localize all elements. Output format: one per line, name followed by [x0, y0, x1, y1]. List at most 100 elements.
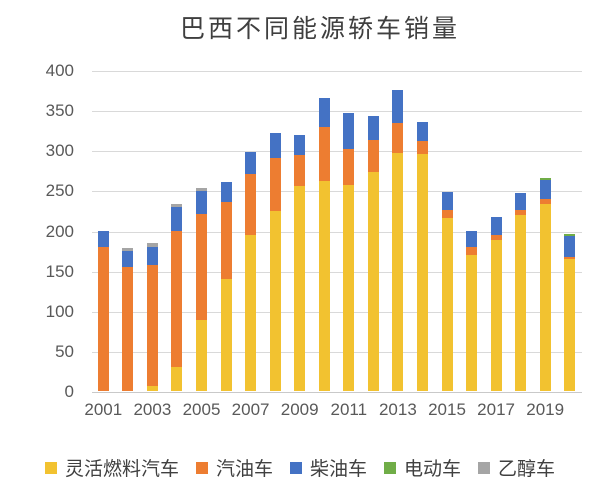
bar-segment-2017-灵活燃料汽车 [490, 240, 502, 391]
x-tick-label-2009: 2009 [280, 400, 319, 419]
bar-segment-2014-汽油车 [416, 140, 428, 155]
bar-segment-2006-柴油车 [220, 181, 232, 203]
bar-2005 [196, 188, 207, 391]
bar-segment-2020-汽油车 [564, 256, 576, 260]
gridline-400 [92, 71, 582, 72]
bar-segment-2015-柴油车 [441, 192, 453, 210]
bar-segment-2010-汽油车 [318, 126, 330, 181]
bar-segment-2019-柴油车 [539, 179, 551, 200]
bar-2004 [171, 204, 183, 391]
bar-segment-2013-汽油车 [392, 122, 404, 154]
bar-segment-2018-汽油车 [515, 209, 527, 216]
bar-segment-2007-柴油车 [245, 151, 257, 174]
bar-segment-2008-汽油车 [269, 158, 281, 212]
bar-segment-2011-灵活燃料汽车 [343, 184, 355, 391]
bar-segment-2016-汽油车 [466, 246, 478, 255]
legend-item-汽油车: 汽油车 [195, 454, 273, 481]
bar-segment-2011-汽油车 [343, 148, 355, 185]
bar-segment-2019-汽油车 [539, 199, 551, 205]
bar-2013 [392, 90, 404, 391]
x-tick-label-2013: 2013 [378, 400, 417, 419]
gridline-150 [92, 271, 582, 273]
bar-2016 [466, 231, 478, 391]
bar-segment-2004-灵活燃料汽车 [171, 366, 183, 391]
y-tick-label-0: 0 [64, 382, 74, 401]
legend-swatch-icon [289, 461, 302, 474]
legend-label: 柴油车 [309, 459, 367, 480]
bar-segment-2002-汽油车 [122, 266, 134, 391]
bar-segment-2002-乙醇车 [122, 248, 134, 252]
bar-segment-2010-柴油车 [318, 98, 330, 127]
gridline-100 [92, 311, 582, 313]
bar-segment-2015-灵活燃料汽车 [441, 217, 453, 391]
bar-2010 [318, 98, 330, 391]
bar-segment-2005-汽油车 [196, 213, 207, 321]
legend-item-灵活燃料汽车: 灵活燃料汽车 [44, 454, 179, 481]
bar-segment-2009-柴油车 [294, 135, 306, 156]
legend-swatch-icon [384, 461, 396, 474]
bar-segment-2011-柴油车 [343, 113, 355, 149]
bar-2017 [490, 216, 502, 391]
bar-segment-2008-灵活燃料汽车 [269, 211, 281, 391]
legend: 灵活燃料汽车 汽油车 柴油车 电动车 乙醇车 [0, 454, 600, 481]
bar-2009 [294, 135, 306, 391]
bar-segment-2014-柴油车 [416, 122, 428, 141]
bar-segment-2004-乙醇车 [171, 204, 183, 208]
gridline-0 [92, 392, 582, 393]
x-tick-label-2011: 2011 [330, 400, 368, 419]
chart-title: 巴西不同能源轿车销量 [179, 15, 460, 43]
bar-2002 [122, 248, 134, 391]
gridline-350 [92, 111, 582, 113]
bar-segment-2005-灵活燃料汽车 [196, 320, 207, 391]
bar-segment-2020-电动车 [564, 233, 576, 237]
bar-segment-2009-灵活燃料汽车 [294, 186, 306, 391]
legend-label: 电动车 [404, 459, 462, 480]
plot-area [92, 71, 582, 393]
bar-2018 [515, 192, 527, 391]
bar-2012 [367, 115, 379, 391]
bar-segment-2018-灵活燃料汽车 [515, 215, 527, 391]
x-tick-label-2001: 2001 [84, 400, 123, 419]
legend-item-电动车: 电动车 [384, 454, 461, 481]
bar-segment-2019-灵活燃料汽车 [539, 204, 551, 391]
bar-segment-2002-柴油车 [122, 251, 134, 267]
bar-segment-2007-灵活燃料汽车 [245, 235, 257, 391]
bar-segment-2012-汽油车 [367, 139, 379, 172]
bar-segment-2005-乙醇车 [196, 188, 207, 192]
bar-2007 [245, 151, 257, 391]
bar-segment-2005-柴油车 [196, 191, 207, 214]
bar-2019 [539, 177, 551, 391]
x-tick-label-2007: 2007 [231, 400, 270, 419]
gridline-200 [92, 231, 582, 233]
bar-segment-2007-汽油车 [245, 173, 257, 236]
bar-segment-2013-灵活燃料汽车 [392, 153, 404, 391]
bar-2014 [416, 122, 428, 391]
bar-2015 [441, 192, 453, 391]
bar-segment-2001-柴油车 [97, 230, 109, 247]
x-tick-label-2015: 2015 [428, 400, 466, 419]
legend-item-柴油车: 柴油车 [289, 454, 367, 481]
bar-segment-2017-柴油车 [490, 216, 502, 235]
gridline-50 [92, 351, 582, 353]
y-tick-label-400: 400 [45, 61, 74, 80]
y-tick-label-250: 250 [45, 181, 74, 201]
bar-2003 [146, 243, 158, 391]
bar-segment-2003-灵活燃料汽车 [146, 386, 158, 391]
bar-segment-2015-汽油车 [441, 209, 453, 218]
bar-segment-2010-灵活燃料汽车 [318, 180, 330, 391]
bar-segment-2003-柴油车 [146, 247, 158, 266]
x-tick-label-2003: 2003 [133, 400, 172, 419]
legend-label: 灵活燃料汽车 [64, 459, 179, 480]
bar-segment-2012-柴油车 [367, 115, 379, 140]
bar-segment-2020-柴油车 [564, 236, 576, 257]
y-tick-label-200: 200 [45, 221, 74, 241]
bar-segment-2012-灵活燃料汽车 [367, 171, 379, 391]
legend-label: 汽油车 [215, 459, 273, 480]
y-tick-label-300: 300 [45, 141, 74, 161]
x-tick-label-2005: 2005 [182, 400, 221, 419]
bar-segment-2016-柴油车 [466, 231, 478, 247]
bar-segment-2008-柴油车 [269, 132, 281, 159]
bar-segment-2003-乙醇车 [146, 243, 158, 248]
x-tick-label-2019: 2019 [526, 400, 565, 419]
